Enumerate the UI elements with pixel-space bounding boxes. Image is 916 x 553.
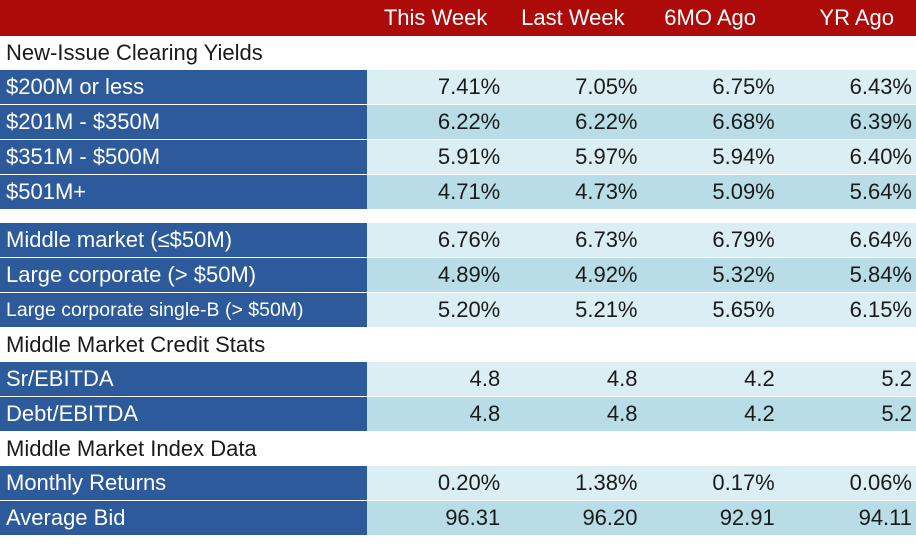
table-row: Monthly Returns 0.20% 1.38% 0.17% 0.06% xyxy=(0,466,916,501)
row-value: 6.64% xyxy=(778,223,916,258)
col-yr-ago: YR Ago xyxy=(819,5,894,30)
row-value: 7.05% xyxy=(504,70,642,105)
row-value: 4.8 xyxy=(504,397,642,432)
row-value: 6.79% xyxy=(641,223,779,258)
row-value: 5.65% xyxy=(641,293,779,328)
row-value: 5.64% xyxy=(778,175,916,210)
row-value: 6.22% xyxy=(367,105,505,140)
yields-table: This Week Last Week 6MO Ago YR Ago New-I… xyxy=(0,0,916,536)
row-label: Middle market (≤$50M) xyxy=(0,223,367,258)
row-value: 5.2 xyxy=(778,397,916,432)
row-value: 4.8 xyxy=(504,362,642,397)
table-row: $351M - $500M 5.91% 5.97% 5.94% 6.40% xyxy=(0,140,916,175)
row-label: $351M - $500M xyxy=(0,140,367,175)
row-value: 6.22% xyxy=(504,105,642,140)
section-title-text: Middle Market Index Data xyxy=(6,436,257,461)
row-value: 5.2 xyxy=(778,362,916,397)
row-value: 6.39% xyxy=(778,105,916,140)
row-value: 96.31 xyxy=(367,501,505,536)
row-value: 7.41% xyxy=(367,70,505,105)
table-row: $501M+ 4.71% 4.73% 5.09% 5.64% xyxy=(0,175,916,210)
header-row: This Week Last Week 6MO Ago YR Ago xyxy=(0,0,916,36)
row-value: 4.73% xyxy=(504,175,642,210)
row-value: 5.32% xyxy=(641,258,779,293)
row-value: 6.73% xyxy=(504,223,642,258)
row-value: 5.21% xyxy=(504,293,642,328)
row-value: 4.8 xyxy=(367,397,505,432)
row-label: Large corporate single-B (> $50M) xyxy=(0,293,367,328)
col-this-week: This Week xyxy=(383,5,488,30)
row-value: 6.75% xyxy=(641,70,779,105)
table-row: Large corporate (> $50M) 4.89% 4.92% 5.3… xyxy=(0,258,916,293)
table-row: Average Bid 96.31 96.20 92.91 94.11 xyxy=(0,501,916,536)
section-title: Middle Market Credit Stats xyxy=(0,328,916,362)
section-title-text: New-Issue Clearing Yields xyxy=(6,40,263,65)
row-value: 4.92% xyxy=(504,258,642,293)
col-last-week: Last Week xyxy=(521,5,625,30)
row-value: 4.89% xyxy=(367,258,505,293)
row-value: 4.2 xyxy=(641,362,779,397)
table-row: Large corporate single-B (> $50M) 5.20% … xyxy=(0,293,916,328)
row-value: 6.15% xyxy=(778,293,916,328)
row-value: 6.68% xyxy=(641,105,779,140)
row-value: 6.76% xyxy=(367,223,505,258)
section-title: Middle Market Index Data xyxy=(0,432,916,466)
row-label: Sr/EBITDA xyxy=(0,362,367,397)
row-value: 94.11 xyxy=(778,501,916,536)
row-value: 0.06% xyxy=(778,466,916,501)
row-value: 96.20 xyxy=(504,501,642,536)
header-blank xyxy=(0,0,367,36)
row-label: $200M or less xyxy=(0,70,367,105)
group-divider xyxy=(0,210,916,223)
row-value: 5.94% xyxy=(641,140,779,175)
row-value: 6.43% xyxy=(778,70,916,105)
section-title-text: Middle Market Credit Stats xyxy=(6,332,266,357)
row-value: 4.71% xyxy=(367,175,505,210)
row-value: 0.20% xyxy=(367,466,505,501)
row-value: 5.91% xyxy=(367,140,505,175)
row-label: $501M+ xyxy=(0,175,367,210)
row-value: 6.40% xyxy=(778,140,916,175)
row-value: 5.09% xyxy=(641,175,779,210)
row-value: 5.84% xyxy=(778,258,916,293)
row-value: 0.17% xyxy=(641,466,779,501)
table-row: Debt/EBITDA 4.8 4.8 4.2 5.2 xyxy=(0,397,916,432)
row-label: $201M - $350M xyxy=(0,105,367,140)
row-value: 4.8 xyxy=(367,362,505,397)
row-value: 5.97% xyxy=(504,140,642,175)
row-value: 4.2 xyxy=(641,397,779,432)
row-value: 92.91 xyxy=(641,501,779,536)
row-label: Large corporate (> $50M) xyxy=(0,258,367,293)
section-title: New-Issue Clearing Yields xyxy=(0,36,916,70)
col-6mo-ago: 6MO Ago xyxy=(664,5,756,30)
row-label: Monthly Returns xyxy=(0,466,367,501)
row-value: 1.38% xyxy=(504,466,642,501)
row-value: 5.20% xyxy=(367,293,505,328)
table-row: Sr/EBITDA 4.8 4.8 4.2 5.2 xyxy=(0,362,916,397)
row-label: Debt/EBITDA xyxy=(0,397,367,432)
row-label: Average Bid xyxy=(0,501,367,536)
table-row: $200M or less 7.41% 7.05% 6.75% 6.43% xyxy=(0,70,916,105)
table-row: Middle market (≤$50M) 6.76% 6.73% 6.79% … xyxy=(0,223,916,258)
table-row: $201M - $350M 6.22% 6.22% 6.68% 6.39% xyxy=(0,105,916,140)
